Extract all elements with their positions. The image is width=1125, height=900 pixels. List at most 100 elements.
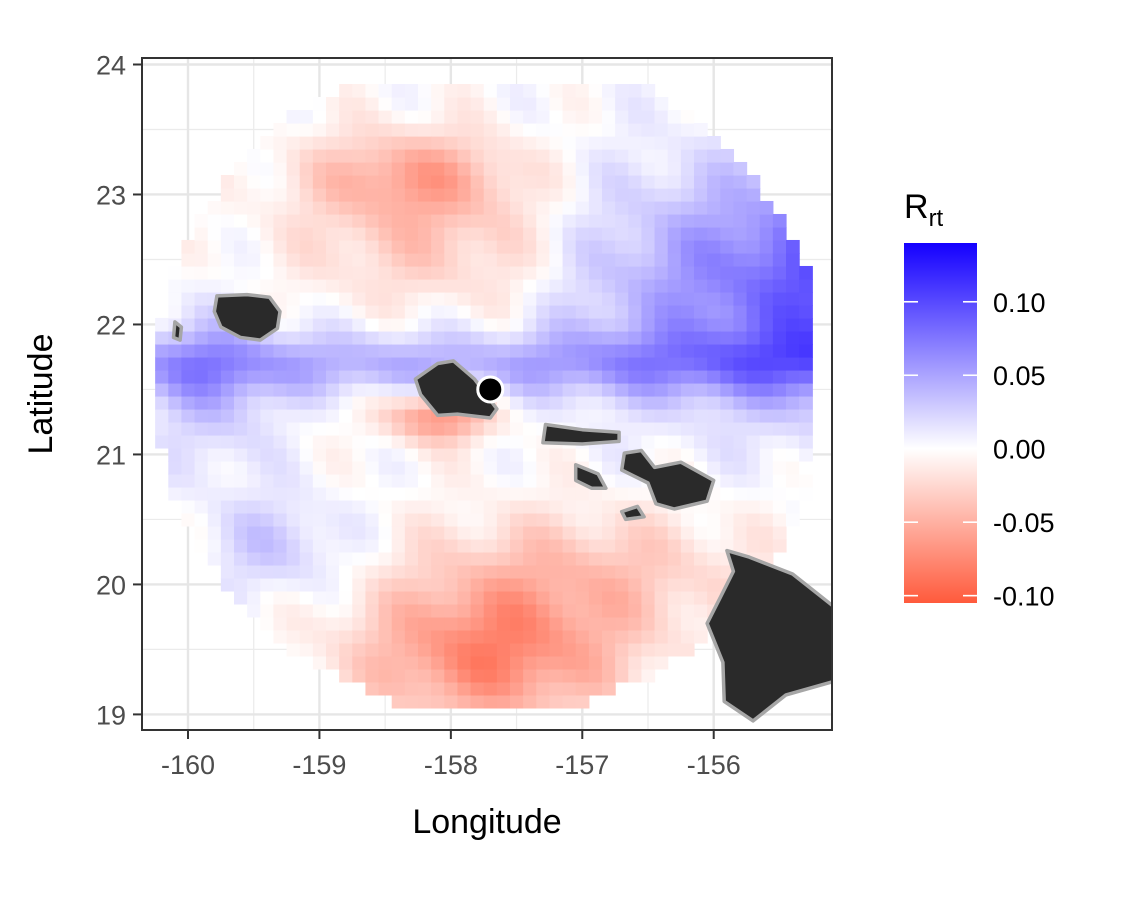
x-tick-label: -160 xyxy=(161,750,215,780)
heatmap-cell xyxy=(378,343,393,358)
heatmap-cell xyxy=(260,421,275,436)
heatmap-cell xyxy=(602,382,616,397)
heatmap-cell xyxy=(483,96,498,111)
heatmap-cell xyxy=(155,343,169,358)
heatmap-cell xyxy=(378,239,393,254)
heatmap-cell xyxy=(510,395,524,410)
heatmap-cell xyxy=(418,642,432,657)
heatmap-cell xyxy=(339,213,353,228)
heatmap-cell xyxy=(588,629,603,644)
heatmap-cell xyxy=(220,278,235,293)
heatmap-cell xyxy=(575,486,590,501)
heatmap-cell xyxy=(457,525,472,540)
heatmap-cell xyxy=(549,681,564,696)
heatmap-cell xyxy=(457,213,472,228)
heatmap-cell xyxy=(628,356,643,371)
heatmap-cell xyxy=(654,330,669,345)
heatmap-cell xyxy=(352,369,367,384)
heatmap-cell xyxy=(444,460,459,475)
heatmap-cell xyxy=(615,668,629,683)
heatmap-cell xyxy=(378,96,393,111)
heatmap-cell xyxy=(431,291,445,306)
legend-tick-label: -0.05 xyxy=(993,508,1055,538)
heatmap-cell xyxy=(720,434,735,449)
heatmap-cell xyxy=(510,109,524,124)
heatmap-cell xyxy=(549,84,564,98)
heatmap-cell xyxy=(326,421,340,436)
heatmap-cell xyxy=(759,330,774,345)
heatmap-cell xyxy=(562,538,577,553)
heatmap-cell xyxy=(444,252,459,267)
heatmap-cell xyxy=(588,408,603,423)
heatmap-cell xyxy=(431,343,445,358)
heatmap-cell xyxy=(641,577,656,592)
heatmap-cell xyxy=(641,616,656,631)
heatmap-cell xyxy=(786,512,800,527)
heatmap-cell xyxy=(431,421,445,436)
heatmap-cell xyxy=(496,395,511,410)
heatmap-cell xyxy=(799,356,813,371)
heatmap-cell xyxy=(352,538,367,553)
heatmap-cell xyxy=(404,395,419,410)
heatmap-cell xyxy=(733,512,748,527)
heatmap-cell xyxy=(418,473,432,488)
heatmap-cell xyxy=(654,564,669,579)
heatmap-cell xyxy=(378,265,393,280)
heatmap-cell xyxy=(510,525,524,540)
heatmap-cell xyxy=(470,512,485,527)
heatmap-cell xyxy=(418,291,432,306)
heatmap-cell xyxy=(234,473,248,488)
heatmap-cell xyxy=(483,460,498,475)
heatmap-cell xyxy=(694,551,708,566)
heatmap-cell xyxy=(194,343,209,358)
heatmap-cell xyxy=(234,174,248,189)
heatmap-cell xyxy=(339,525,353,540)
heatmap-cell xyxy=(575,356,590,371)
heatmap-cell xyxy=(418,84,432,98)
heatmap-cell xyxy=(654,408,669,423)
heatmap-cell xyxy=(615,551,629,566)
island-hawaii xyxy=(705,548,832,723)
heatmap-cell xyxy=(496,564,511,579)
heatmap-cell xyxy=(536,603,551,618)
heatmap-cell xyxy=(431,84,445,98)
heatmap-cell xyxy=(523,369,537,384)
heatmap-cell xyxy=(536,395,551,410)
heatmap-cell xyxy=(457,551,472,566)
heatmap-cell xyxy=(654,252,669,267)
heatmap-cell xyxy=(667,148,682,163)
island-lanai xyxy=(573,463,608,490)
heatmap-cell xyxy=(707,512,721,527)
heatmap-cell xyxy=(772,499,787,514)
heatmap-cell xyxy=(194,265,209,280)
heatmap-cell xyxy=(694,291,708,306)
heatmap-cell xyxy=(418,174,432,189)
heatmap-cell xyxy=(431,551,445,566)
heatmap-cell xyxy=(641,434,656,449)
heatmap-cell xyxy=(615,161,629,176)
heatmap-cell xyxy=(510,252,524,267)
heatmap-cell xyxy=(365,668,380,683)
heatmap-cell xyxy=(549,304,564,319)
heatmap-cell xyxy=(286,291,301,306)
heatmap-cell xyxy=(470,577,485,592)
heatmap-cell xyxy=(523,317,537,332)
heatmap-cell xyxy=(588,304,603,319)
x-tick-label: -159 xyxy=(292,750,346,780)
heatmap-cell xyxy=(470,538,485,553)
heatmap-cell xyxy=(562,96,577,111)
heatmap-cell xyxy=(391,486,406,501)
heatmap-cell xyxy=(707,265,721,280)
heatmap-cell xyxy=(786,278,800,293)
heatmap-cell xyxy=(799,447,813,462)
heatmap-cell xyxy=(470,252,485,267)
heatmap-cell xyxy=(694,174,708,189)
heatmap-cell xyxy=(339,395,353,410)
heatmap-cell xyxy=(772,408,787,423)
heatmap-cell xyxy=(746,512,761,527)
heatmap-cell xyxy=(352,317,367,332)
heatmap-cell xyxy=(457,122,472,137)
heatmap-cell xyxy=(404,148,419,163)
heatmap-cell xyxy=(273,161,288,176)
heatmap-cell xyxy=(339,330,353,345)
